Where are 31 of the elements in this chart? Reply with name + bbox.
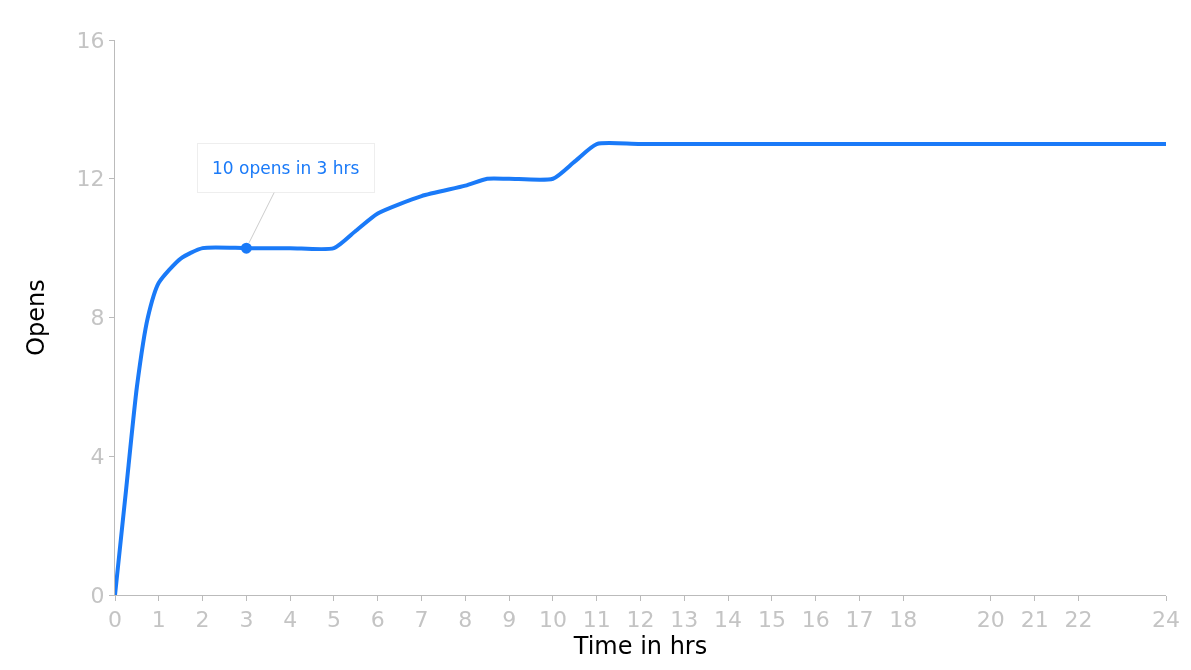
- x-tick-label: 10: [538, 607, 567, 633]
- y-tick-label: 4: [90, 443, 105, 469]
- x-tick-label: 16: [801, 607, 830, 633]
- y-tick-label: 16: [76, 27, 105, 53]
- x-tick-label: 24: [1152, 607, 1180, 633]
- x-tick-label: 5: [326, 607, 341, 633]
- annotation: 10 opens in 3 hrs: [212, 158, 360, 178]
- x-tick-label: 17: [845, 607, 874, 633]
- x-tick-label: 7: [414, 607, 429, 633]
- y-tick-label: 12: [76, 166, 105, 192]
- x-tick-label: 4: [283, 607, 298, 633]
- x-tick-label: 0: [108, 607, 122, 633]
- y-tick-label: 0: [90, 582, 105, 608]
- x-tick-label: 3: [239, 607, 254, 633]
- x-axis-title: Time in hrs: [572, 632, 708, 661]
- x-tick-label: 12: [626, 607, 655, 633]
- x-tick-label: 9: [502, 607, 517, 633]
- x-tick-label: 22: [1064, 607, 1093, 633]
- x-tick-label: 13: [670, 607, 699, 633]
- x-tick-label: 6: [370, 607, 385, 633]
- x-tick-label: 14: [714, 607, 743, 633]
- x-tick-label: 15: [757, 607, 786, 633]
- x-tick-label: 1: [151, 607, 166, 633]
- x-tick-label: 21: [1020, 607, 1049, 633]
- x-tick-label: 8: [458, 607, 473, 633]
- y-axis-title: Opens: [21, 279, 50, 356]
- x-tick-label: 20: [976, 607, 1005, 633]
- x-tick-label: 18: [889, 607, 918, 633]
- y-tick-label: 8: [90, 305, 105, 331]
- x-tick-label: 2: [195, 607, 210, 633]
- x-tick-label: 11: [582, 607, 611, 633]
